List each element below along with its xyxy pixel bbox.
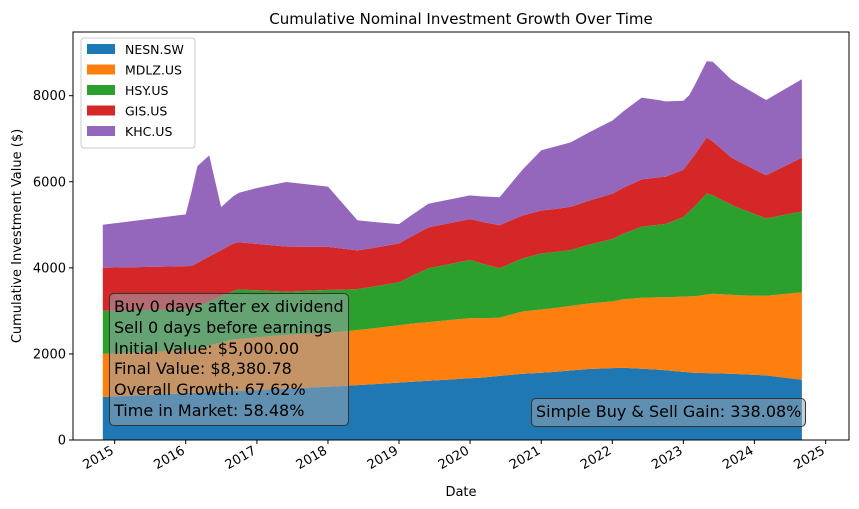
- x-axis-label: Date: [445, 485, 476, 500]
- x-tick-label: 2019: [365, 443, 401, 473]
- y-tick-label: 6000: [33, 175, 66, 190]
- x-tick-label: 2018: [294, 443, 330, 473]
- legend-label: GIS.US: [125, 104, 167, 119]
- x-tick-label: 2020: [436, 443, 472, 473]
- strategy-line-buy: Buy 0 days after ex dividend: [114, 297, 344, 316]
- strategy-line-initial: Initial Value: $5,000.00: [114, 338, 300, 358]
- simple-gain-annotation-box: Simple Buy & Sell Gain: 338.08%: [531, 398, 807, 427]
- x-tick-label: 2016: [152, 443, 188, 473]
- strategy-line-time: Time in Market: 58.48%: [114, 400, 305, 420]
- strategy-line-final: Final Value: $8,380.78: [114, 359, 292, 379]
- legend-label: MDLZ.US: [125, 63, 182, 78]
- simple-gain-text: Simple Buy & Sell Gain: 338.08%: [536, 402, 802, 421]
- legend-label: KHC.US: [125, 124, 172, 139]
- legend-swatch: [87, 64, 115, 75]
- legend: NESN.SW MDLZ.US HSY.US GIS.US KHC.US: [80, 37, 196, 149]
- legend-swatch: [87, 105, 115, 116]
- y-axis: 0 2000 4000 6000 8000: [33, 89, 73, 449]
- y-tick-label: 4000: [33, 261, 66, 276]
- x-axis: 2015 2016 2017 2018 2019 2020 2021 2022 2023 2024…: [80, 440, 828, 473]
- area-series-khc-us: [102, 61, 802, 268]
- y-tick-label: 8000: [33, 89, 66, 104]
- strategy-annotation-box: Buy 0 days after ex dividend Sell 0 days…: [109, 293, 349, 426]
- strategy-line-sell: Sell 0 days before earnings: [114, 317, 332, 337]
- x-tick-label: 2015: [80, 443, 116, 473]
- y-tick-label: 2000: [33, 347, 66, 362]
- x-tick-label: 2022: [578, 443, 614, 473]
- y-axis-label: Cumulative Investment Value ($): [10, 129, 25, 343]
- x-tick-label: 2017: [223, 443, 259, 473]
- x-tick-label: 2025: [791, 443, 827, 473]
- legend-label: HSY.US: [125, 83, 169, 98]
- chart-title: Cumulative Nominal Investment Growth Ove…: [269, 10, 653, 28]
- x-tick-label: 2021: [507, 443, 543, 473]
- legend-swatch: [87, 85, 115, 95]
- legend-label: NESN.SW: [125, 42, 184, 57]
- area-series-gis-us: [102, 137, 802, 311]
- x-tick-label: 2024: [720, 443, 756, 473]
- plot-frame: [72, 31, 850, 441]
- legend-swatch: [87, 126, 115, 136]
- strategy-line-growth: Overall Growth: 67.62%: [114, 380, 306, 400]
- legend-swatch: [87, 44, 115, 54]
- x-tick-label: 2023: [649, 443, 685, 473]
- y-tick-label: 0: [58, 434, 66, 449]
